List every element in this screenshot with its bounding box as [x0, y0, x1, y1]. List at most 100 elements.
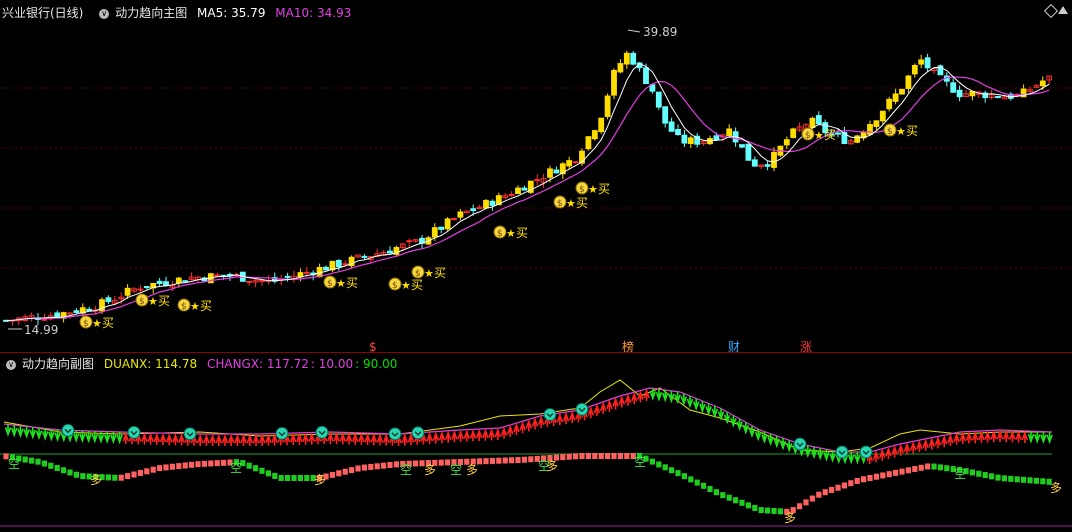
candle-body	[105, 297, 112, 303]
candle-body	[361, 255, 368, 258]
trend-band-segment	[323, 473, 329, 480]
trend-band-segment	[521, 456, 527, 463]
trend-band-segment	[208, 460, 214, 467]
up-arrow-icon	[1002, 429, 1010, 443]
up-arrow-icon	[525, 418, 533, 432]
candle-body	[463, 210, 470, 214]
collapse-toggle-icon[interactable]: ∨	[99, 8, 110, 19]
trend-band-segment	[221, 459, 227, 466]
down-arrow-icon	[816, 448, 824, 461]
up-arrow-icon	[897, 443, 905, 456]
down-arrow-icon	[655, 389, 663, 402]
up-arrow-icon	[457, 429, 464, 442]
trend-band-segment	[694, 479, 700, 486]
trend-band-segment	[720, 492, 726, 499]
up-arrow-icon	[928, 437, 936, 450]
candle-body	[444, 218, 451, 230]
trend-band-segment	[489, 457, 495, 464]
money-bag-glyph: $	[887, 127, 893, 137]
star-icon: ★	[566, 197, 576, 210]
candle-body	[214, 274, 221, 277]
main-indicator-name[interactable]: 动力趋向主图	[115, 6, 188, 20]
up-arrow-icon	[909, 440, 917, 454]
up-arrow-icon	[556, 412, 564, 426]
up-arrow-icon	[482, 428, 489, 441]
money-bag-icon	[801, 127, 815, 141]
teal-chevron	[130, 430, 138, 436]
down-arrow-icon	[110, 431, 117, 445]
down-arrow-icon	[1027, 431, 1035, 444]
up-arrow-icon	[141, 432, 148, 445]
candle-body	[502, 195, 509, 199]
trend-band-segment	[483, 458, 489, 465]
up-arrow-icon	[624, 393, 632, 406]
up-arrow-icon	[122, 431, 130, 445]
trend-band-segment	[291, 475, 297, 481]
candle-body	[342, 263, 349, 266]
down-arrow-icon	[10, 425, 18, 438]
down-arrow-icon	[761, 431, 768, 444]
candle-body	[847, 140, 854, 145]
candle-body	[873, 120, 880, 127]
candle-body	[303, 271, 310, 274]
trend-band-segment	[534, 455, 540, 462]
candle-body	[457, 211, 464, 218]
down-arrow-icon	[785, 440, 793, 453]
trend-band-segment	[957, 466, 963, 473]
down-arrow-icon	[72, 430, 80, 443]
up-arrow-icon	[978, 430, 985, 443]
trend-band-segment	[809, 495, 815, 502]
down-arrow-icon	[686, 396, 694, 409]
trend-band-segment	[502, 457, 508, 464]
money-bag-glyph: $	[497, 229, 503, 239]
up-arrow-icon	[488, 428, 495, 441]
candle-body	[252, 279, 259, 283]
up-arrow-icon	[606, 399, 613, 412]
candle-body	[809, 117, 816, 129]
star-icon: ★	[896, 125, 906, 138]
buy-signal-label: 买	[598, 182, 610, 196]
money-bag-glyph: $	[557, 199, 563, 209]
trend-band-segment	[112, 474, 118, 481]
panel-divider	[0, 352, 1072, 353]
up-arrow-icon	[903, 442, 911, 455]
trend-band-segment	[349, 467, 355, 474]
candle-body	[579, 150, 585, 164]
candle-body	[713, 135, 720, 141]
down-arrow-icon	[54, 429, 61, 443]
trend-band-segment	[528, 456, 534, 463]
sub-collapse-toggle-icon[interactable]: ∨	[6, 359, 16, 370]
candle-body	[918, 59, 925, 65]
teal-marker-icon	[835, 445, 849, 459]
money-bag-glyph: $	[327, 279, 333, 289]
teal-marker-icon	[575, 402, 589, 416]
up-arrow-icon	[587, 405, 595, 419]
candle-body	[572, 161, 579, 164]
up-arrow-icon	[221, 433, 229, 446]
candle-body	[476, 206, 483, 209]
candle-body	[662, 106, 669, 124]
trend-band-segment	[176, 463, 182, 470]
candle-body	[1039, 80, 1046, 87]
sub-indicator-chart[interactable]: 空多空多空多空多空多 空多空多	[0, 352, 1072, 532]
trend-band-segment	[931, 463, 937, 470]
down-arrow-icon	[804, 445, 812, 458]
bear-tag: 空	[634, 455, 646, 469]
trend-band-segment	[982, 472, 988, 479]
down-arrow-icon	[85, 430, 92, 444]
arrow-up-icon[interactable]	[1058, 6, 1068, 14]
teal-marker-icon	[315, 425, 329, 439]
candle-body	[892, 93, 899, 102]
trend-band-segment	[790, 507, 796, 514]
trend-band-segment	[867, 475, 873, 481]
up-arrow-icon	[971, 430, 979, 444]
stock-title[interactable]: 兴业银行(日线)	[2, 6, 84, 20]
trend-band-segment	[784, 508, 790, 515]
down-arrow-icon	[661, 390, 669, 403]
trend-band-segment	[438, 459, 444, 466]
trend-band-segment	[169, 463, 175, 470]
sub-indicator-name[interactable]: 动力趋向副图	[22, 357, 95, 371]
main-header: 兴业银行(日线) ∨ 动力趋向主图 MA5: 35.79 MA10: 34.93	[0, 4, 357, 22]
trend-band-segment	[585, 453, 591, 459]
